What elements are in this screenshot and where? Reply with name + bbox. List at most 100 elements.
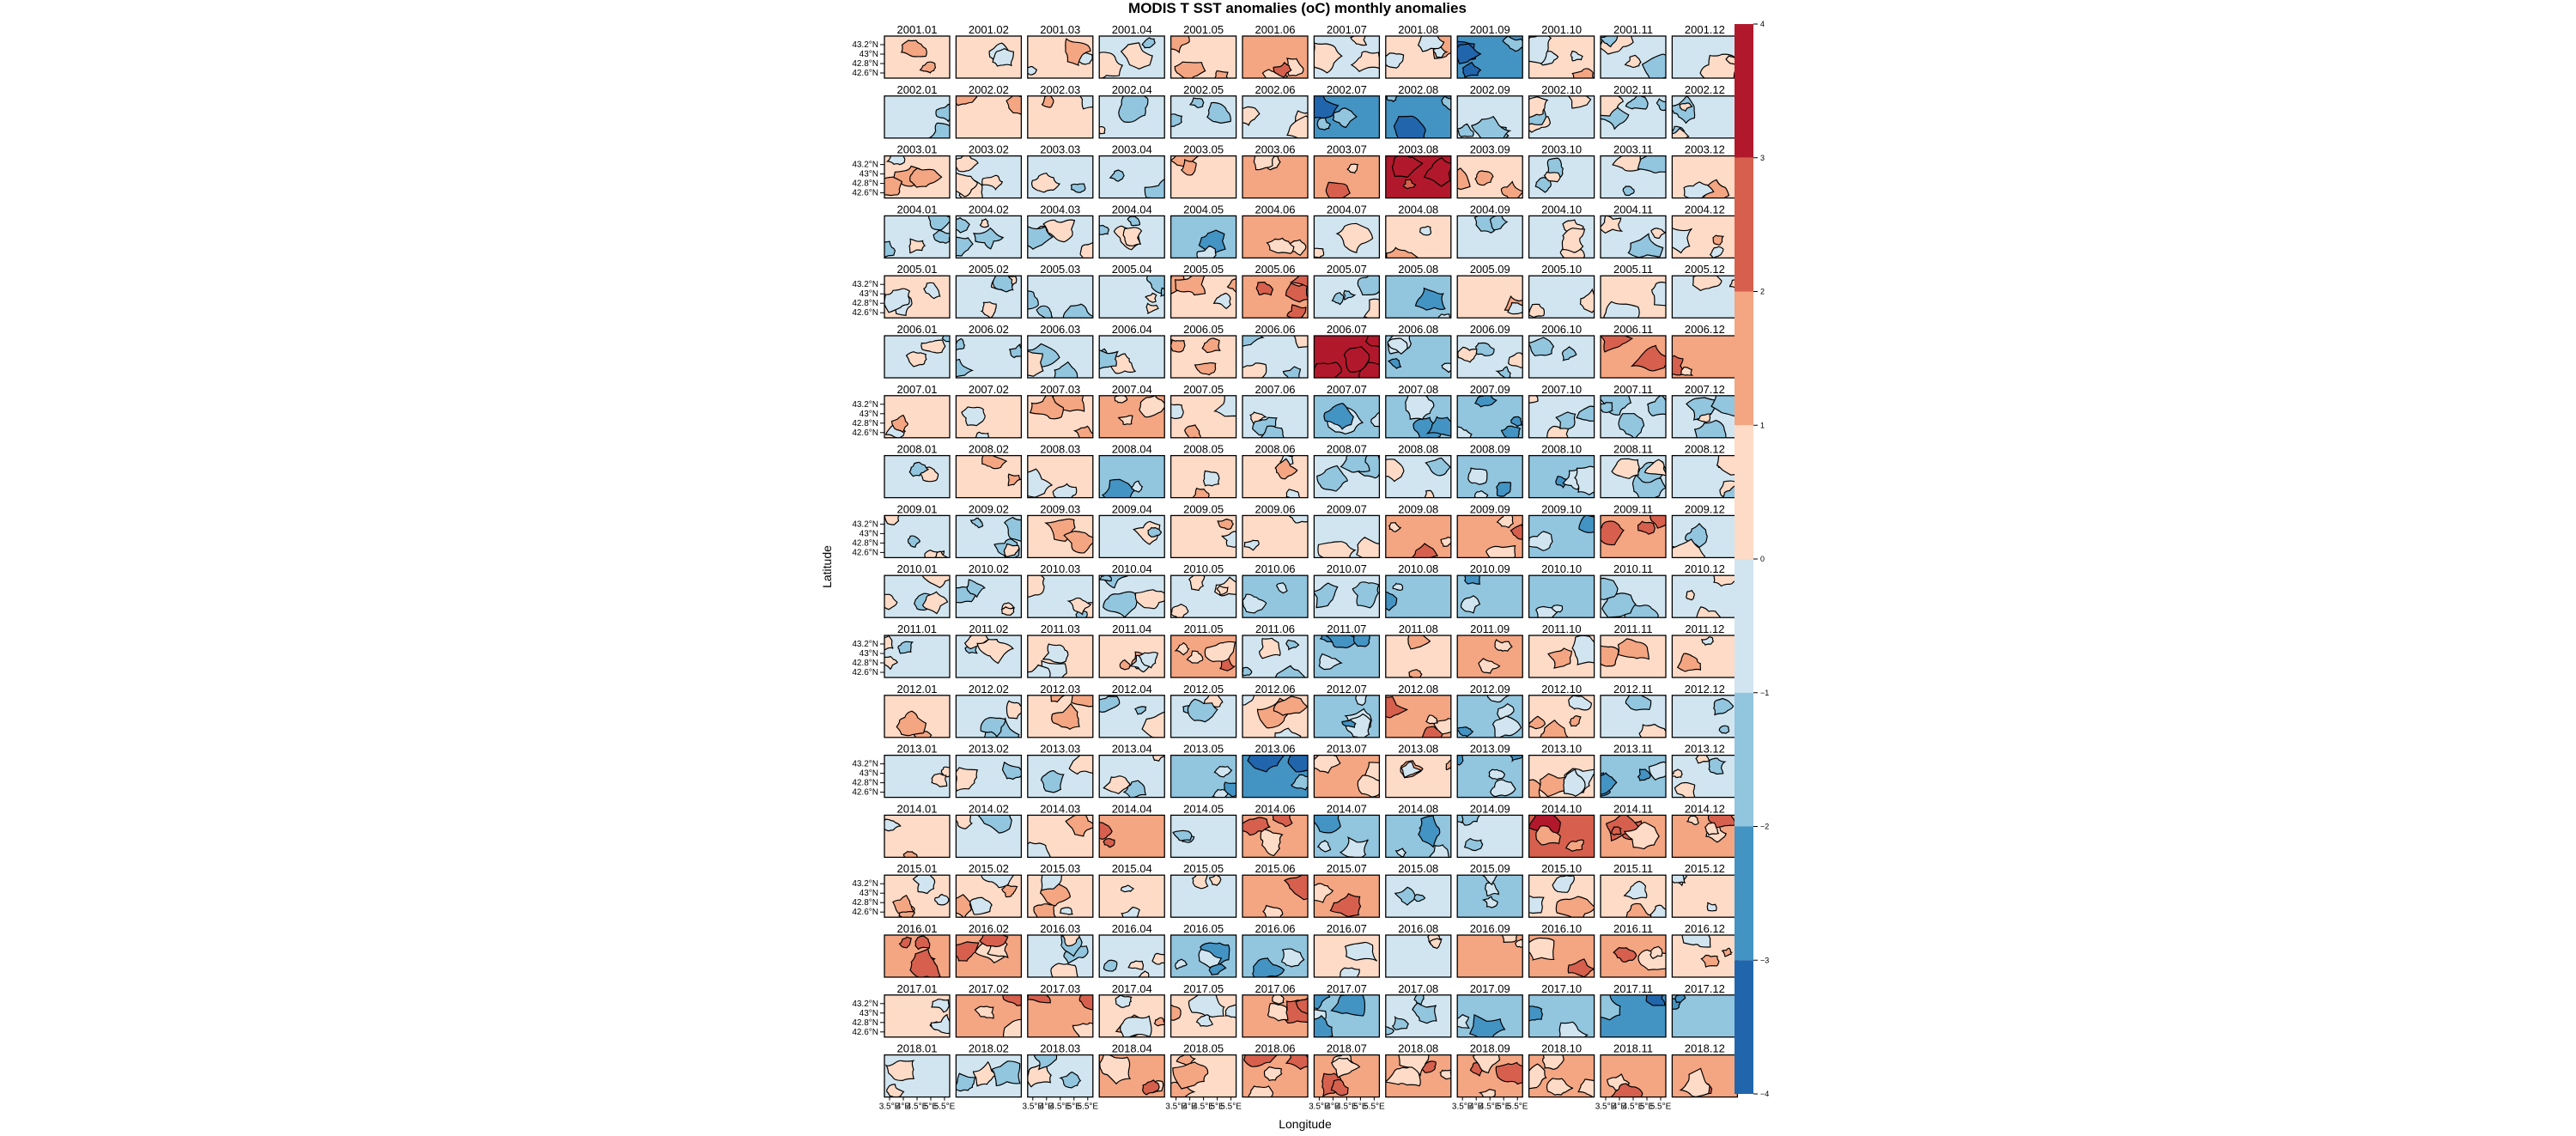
contour-patch	[1528, 1005, 1544, 1023]
contour-patch	[1601, 216, 1624, 234]
contour-patch	[1001, 884, 1018, 898]
panel-frame	[1242, 754, 1309, 799]
panel-2016.05: 2016.05	[1170, 922, 1237, 978]
contour-patch	[1008, 343, 1022, 359]
panel-2008.07: 2008.07	[1313, 443, 1381, 499]
panel-2008.08: 2008.08	[1385, 443, 1452, 499]
contour-patch	[1252, 957, 1285, 977]
panel-frame	[1027, 754, 1094, 799]
contour-patch	[1500, 180, 1523, 198]
contour-patch	[1170, 113, 1183, 128]
contour-patch	[1103, 591, 1138, 618]
panel-2012.03: 2012.03	[1027, 683, 1094, 738]
panel-2007.11: 2007.11	[1600, 383, 1667, 439]
panel-2016.02: 2016.02	[955, 922, 1023, 978]
panel-frame	[1098, 95, 1165, 139]
contour-patch	[1350, 51, 1380, 72]
x-tick-label: 5°E	[1353, 1103, 1368, 1112]
panel-frame	[1242, 454, 1309, 499]
contour-patch	[1637, 520, 1656, 535]
panel-title: 2002.04	[1112, 83, 1152, 96]
panel-frame	[1456, 335, 1523, 379]
contour-patch	[1625, 902, 1652, 918]
x-tick-label: 3.5°E	[1165, 1103, 1187, 1112]
panel-frame	[1242, 574, 1309, 618]
panel-2005.09: 2005.09	[1456, 263, 1523, 319]
contour-patch	[884, 635, 894, 651]
panel-frame	[1098, 454, 1165, 499]
contour-patch	[1385, 696, 1409, 719]
contour-patch	[900, 39, 927, 58]
panel-frame	[1027, 275, 1094, 319]
contour-patch	[1175, 958, 1188, 970]
contour-patch	[1138, 970, 1150, 977]
contour-patch	[928, 122, 950, 138]
contour-patch	[1029, 395, 1064, 420]
contour-patch	[1555, 476, 1571, 489]
panel-title: 2011.08	[1399, 623, 1438, 635]
panel-title: 2016.01	[897, 922, 938, 935]
contour-patch	[969, 517, 984, 529]
contour-patch	[884, 818, 902, 832]
contour-patch	[1041, 875, 1063, 891]
panel-frame	[1242, 395, 1309, 439]
panel-title: 2004.02	[969, 203, 1009, 216]
contour-patch	[1609, 1083, 1643, 1097]
panel-2008.12: 2008.12	[1671, 443, 1739, 499]
x-tick-label: 3.5°E	[1452, 1103, 1473, 1112]
panel-2015.07: 2015.07	[1313, 862, 1381, 918]
panel-2012.12: 2012.12	[1671, 683, 1739, 738]
panel-frame	[1098, 874, 1165, 918]
contour-patch	[1141, 1079, 1160, 1096]
panel-2002.05: 2002.05	[1170, 83, 1237, 139]
panel-frame	[1600, 155, 1667, 199]
panel-2008.01: 2008.01	[884, 443, 951, 499]
contour-patch	[1645, 994, 1666, 1006]
panel-title: 2002.06	[1255, 83, 1296, 96]
contour-patch	[1206, 101, 1231, 125]
colorbar-segment	[1735, 692, 1753, 827]
contour-patch	[972, 1060, 999, 1087]
panel-title: 2008.06	[1255, 443, 1296, 456]
panel-frame	[1385, 215, 1452, 259]
contour-patch	[1050, 963, 1078, 977]
panel-title: 2009.12	[1685, 502, 1725, 515]
panel-2002.08: 2002.08	[1385, 83, 1452, 139]
contour-patch	[1184, 424, 1202, 438]
x-tick-label: 4.5°E	[1336, 1103, 1358, 1112]
contour-patch	[1274, 458, 1298, 480]
contour-patch	[1066, 597, 1092, 616]
contour-patch	[1683, 181, 1715, 198]
panel-2008.02: 2008.02	[955, 443, 1023, 499]
panel-2007.07: 2007.07	[1313, 383, 1381, 439]
contour-patch	[919, 61, 937, 74]
contour-patch	[1419, 225, 1432, 236]
panel-title: 2001.04	[1112, 23, 1152, 36]
panel-2012.01: 2012.01	[884, 683, 951, 738]
contour-patch	[1314, 247, 1325, 258]
panel-frame	[1313, 275, 1381, 319]
panel-2010.02: 2010.02	[955, 562, 1023, 618]
contour-patch	[966, 579, 986, 598]
y-tick-label: 43.2°N	[852, 40, 878, 50]
panel-frame	[1528, 395, 1595, 439]
panel-frame	[884, 994, 951, 1038]
contour-patch	[1357, 775, 1380, 798]
panel-frame	[1242, 275, 1309, 319]
contour-patch	[1363, 298, 1380, 319]
panel-frame	[1456, 874, 1523, 918]
panel-frame	[955, 814, 1023, 859]
contour-patch	[1488, 768, 1505, 781]
panel-title: 2004.01	[897, 203, 938, 216]
contour-patch	[956, 358, 975, 378]
contour-patch	[909, 948, 941, 977]
y-tick-label: 43.2°N	[852, 640, 878, 649]
panel-frame	[955, 35, 1023, 79]
panel-2010.07: 2010.07	[1313, 562, 1381, 618]
panel-title: 2012.08	[1398, 683, 1438, 696]
panel-title: 2006.01	[897, 323, 938, 336]
colorbar-tick-label: 2	[1760, 288, 1765, 296]
panel-title: 2005.10	[1541, 263, 1582, 276]
contour-patch	[898, 936, 913, 949]
contour-patch	[1141, 711, 1165, 738]
